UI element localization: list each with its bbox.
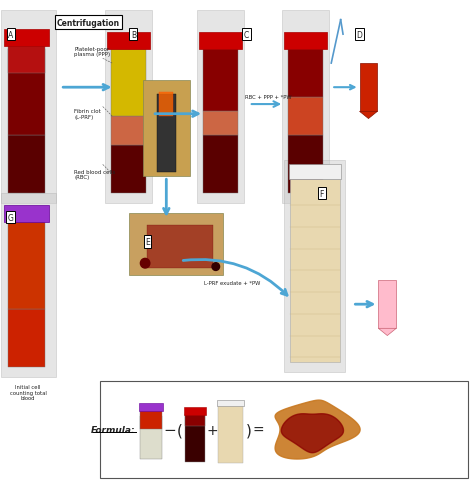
Bar	[111, 146, 146, 194]
Text: Red blood cells
(RBC): Red blood cells (RBC)	[74, 169, 116, 180]
Text: A: A	[8, 30, 13, 40]
Bar	[185, 414, 205, 426]
Bar	[282, 11, 329, 203]
Text: G: G	[8, 213, 14, 223]
Bar	[111, 117, 146, 146]
Bar	[288, 136, 323, 194]
Bar	[8, 47, 45, 74]
Bar	[159, 93, 173, 117]
Text: +: +	[207, 423, 219, 437]
Bar	[284, 32, 327, 49]
Text: =: =	[253, 423, 264, 437]
Circle shape	[140, 259, 150, 269]
Circle shape	[212, 263, 219, 271]
Polygon shape	[378, 329, 396, 336]
Bar	[184, 407, 206, 415]
Bar	[8, 223, 45, 309]
Bar	[140, 416, 162, 459]
Polygon shape	[281, 414, 344, 453]
Bar	[8, 309, 45, 367]
Bar	[217, 400, 244, 407]
Bar	[128, 213, 223, 276]
Bar	[218, 406, 243, 463]
Bar	[8, 136, 45, 194]
Bar	[143, 81, 190, 177]
Bar	[111, 49, 146, 117]
Text: L-PRF exudate + *PW: L-PRF exudate + *PW	[204, 280, 261, 286]
Bar	[185, 414, 205, 462]
Bar	[105, 11, 152, 203]
Text: RBC + PPP + *PW: RBC + PPP + *PW	[245, 95, 292, 100]
Bar	[203, 49, 238, 112]
Bar	[359, 64, 377, 112]
Bar	[157, 95, 176, 172]
Bar	[4, 30, 48, 47]
Text: F: F	[319, 189, 324, 198]
Bar	[140, 410, 162, 429]
FancyBboxPatch shape	[100, 381, 468, 478]
Bar	[378, 281, 396, 329]
Text: Initial cell
counting total
blood: Initial cell counting total blood	[10, 384, 46, 401]
Bar	[199, 32, 242, 49]
Bar	[290, 180, 340, 363]
Text: ): )	[246, 422, 252, 437]
Bar	[203, 112, 238, 136]
Bar	[288, 98, 323, 136]
Text: Fibrin clot
(L-PRF): Fibrin clot (L-PRF)	[74, 109, 101, 120]
Bar	[197, 11, 244, 203]
Bar	[138, 403, 164, 411]
Bar	[1, 194, 55, 377]
Bar	[4, 206, 48, 223]
Text: −: −	[164, 422, 176, 437]
Bar	[147, 225, 213, 269]
Bar	[1, 11, 55, 203]
Polygon shape	[359, 112, 377, 119]
Bar	[8, 49, 45, 136]
Text: Formula:: Formula:	[91, 425, 136, 434]
Text: B: B	[131, 30, 136, 40]
Text: C: C	[244, 30, 249, 40]
Text: D: D	[356, 30, 363, 40]
Text: E: E	[145, 238, 150, 246]
Text: Centrifugation: Centrifugation	[57, 18, 120, 28]
Bar	[289, 165, 341, 180]
Bar	[203, 136, 238, 194]
Text: (: (	[177, 422, 182, 437]
Polygon shape	[275, 400, 360, 459]
Bar	[288, 49, 323, 98]
Text: Platelet-poor
plasma (PPP): Platelet-poor plasma (PPP)	[74, 46, 110, 57]
Bar	[108, 32, 150, 49]
Bar	[284, 160, 346, 372]
